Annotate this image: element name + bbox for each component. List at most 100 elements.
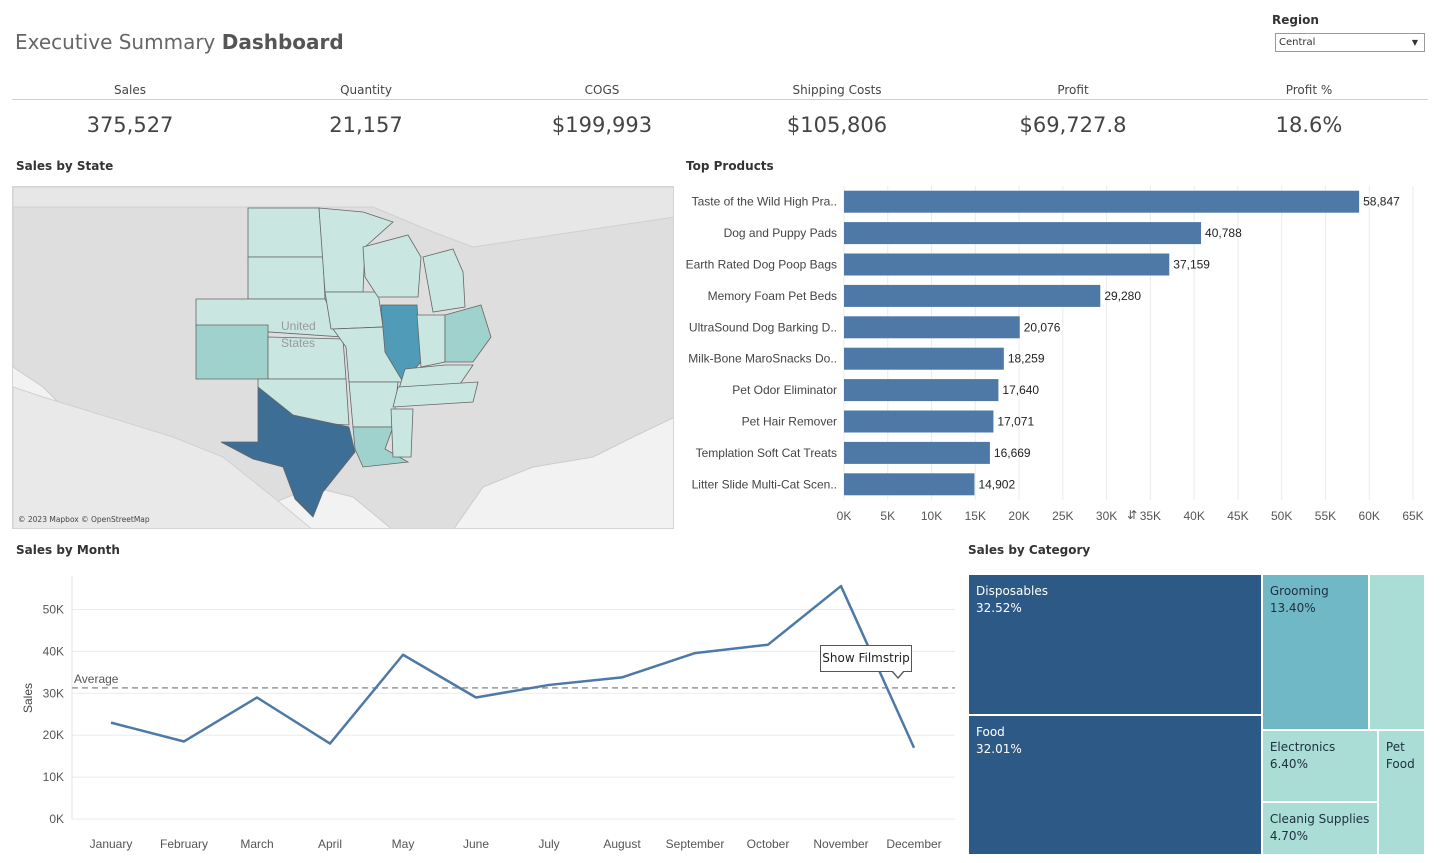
bar[interactable] — [844, 284, 1101, 307]
bar[interactable] — [844, 379, 999, 402]
state-texas[interactable] — [220, 386, 356, 518]
bar[interactable] — [844, 316, 1020, 339]
kpi-value: 375,527 — [86, 113, 174, 137]
treemap-category-name: Disposables — [976, 584, 1048, 598]
sales-by-state-map[interactable]: United States © 2023 Mapbox © OpenStreet… — [12, 186, 674, 529]
state-michigan[interactable] — [422, 248, 466, 313]
tooltip-tail-inner — [892, 670, 904, 677]
kpi-value: $199,993 — [551, 113, 653, 137]
kpi-cogs: COGS $199,993 — [484, 82, 720, 137]
sales-by-category-treemap[interactable]: Disposables 32.52% Food 32.01% Grooming 13.40… — [968, 574, 1425, 855]
title-bold: Dashboard — [221, 30, 344, 54]
bar[interactable] — [844, 441, 990, 464]
treemap-category-percent: 32.01% — [976, 741, 1022, 756]
sort-icon[interactable]: ⇵ — [1127, 508, 1138, 522]
x-tick-label: July — [538, 837, 559, 851]
bar[interactable] — [844, 473, 975, 496]
state-arkansas[interactable] — [348, 381, 399, 428]
map-states-layer[interactable] — [195, 207, 492, 518]
region-selected-value: Central — [1279, 37, 1316, 48]
y-tick-label: 0K — [49, 812, 64, 826]
treemap-tile-cleaning-supplies[interactable]: Cleanig Supplies 4.70% — [1261, 801, 1378, 855]
kpi-value: 18.6% — [1275, 113, 1343, 137]
x-tick-label: 0K — [837, 509, 852, 523]
treemap-tile-grooming[interactable]: Grooming 13.40% — [1261, 574, 1369, 730]
kpi-profit: Profit $69,727.8 — [955, 82, 1191, 137]
category-label: Litter Slide Multi-Cat Scen.. — [692, 477, 837, 491]
treemap-tile-electronics[interactable]: Electronics 6.40% — [1261, 729, 1378, 802]
category-label: Taste of the Wild High Pra.. — [692, 195, 837, 209]
x-tick-label: 65K — [1402, 509, 1423, 523]
show-filmstrip-tooltip[interactable]: Show Filmstrip — [820, 645, 912, 672]
category-label: Dog and Puppy Pads — [724, 226, 837, 240]
chevron-down-icon[interactable]: ▼ — [1411, 38, 1419, 47]
y-tick-label: 50K — [43, 603, 64, 617]
x-tick-label: June — [463, 837, 489, 851]
state-wisconsin[interactable] — [362, 234, 422, 298]
state-north-dakota[interactable] — [247, 207, 324, 258]
treemap-tile-food[interactable]: Food 32.01% — [968, 714, 1262, 855]
y-tick-label: 40K — [43, 644, 64, 658]
kpi-label: Sales — [114, 83, 146, 97]
x-tick-label: 5K — [880, 509, 895, 523]
bar-value-label: 18,259 — [1008, 352, 1045, 366]
kpi-shipping-costs: Shipping Costs $105,806 — [719, 82, 955, 137]
kpi-label: COGS — [584, 83, 620, 97]
x-tick-label: 30K — [1096, 509, 1117, 523]
map-title: Sales by State — [16, 159, 114, 173]
state-ohio[interactable] — [444, 304, 492, 363]
state-tennessee[interactable] — [392, 381, 479, 408]
treemap-category-name: Electronics — [1269, 739, 1336, 754]
category-label: Pet Odor Eliminator — [732, 383, 837, 397]
category-label: Templation Soft Cat Treats — [696, 446, 837, 460]
bar[interactable] — [844, 347, 1004, 370]
treemap-category-percent: 32.52% — [976, 601, 1022, 615]
map-canvas[interactable]: United States — [13, 187, 674, 529]
bar-value-label: 29,280 — [1104, 289, 1141, 303]
x-tick-label: 35K — [1140, 509, 1161, 523]
x-tick-label: 50K — [1271, 509, 1292, 523]
treemap-category-percent: 13.40% — [1269, 601, 1316, 615]
average-label: Average — [74, 672, 119, 686]
bar[interactable] — [844, 190, 1360, 213]
map-mexico — [13, 386, 312, 528]
bar[interactable] — [844, 253, 1170, 276]
treemap-category-name: Pet Food — [1385, 739, 1415, 771]
state-colorado[interactable] — [195, 324, 269, 380]
state-south-dakota[interactable] — [247, 256, 326, 300]
bar-value-label: 40,788 — [1205, 226, 1242, 240]
x-tick-label: September — [666, 837, 725, 851]
x-tick-label: November — [813, 837, 868, 851]
state-iowa[interactable] — [324, 291, 384, 330]
treemap-category-name: Grooming — [1269, 584, 1329, 598]
treemap-tile-disposables[interactable]: Disposables 32.52% — [968, 574, 1262, 715]
x-tick-label: May — [392, 837, 415, 851]
region-dropdown[interactable]: Central ▼ — [1275, 33, 1425, 52]
category-label: Milk-Bone MaroSnacks Do.. — [688, 352, 837, 366]
bar-value-label: 58,847 — [1363, 195, 1400, 209]
kpi-sales: Sales 375,527 — [12, 82, 248, 137]
kpi-label: Profit — [1057, 83, 1089, 97]
x-tick-label: April — [318, 837, 342, 851]
state-mississippi[interactable] — [390, 408, 414, 458]
kpi-profit-percent: Profit % 18.6% — [1191, 82, 1427, 137]
map-canada — [13, 187, 673, 248]
bar[interactable] — [844, 410, 994, 433]
x-tick-label: 25K — [1052, 509, 1073, 523]
treemap-tile-other[interactable] — [1368, 574, 1425, 730]
map-attribution: © 2023 Mapbox © OpenStreetMap — [18, 515, 150, 524]
bar-value-label: 17,640 — [1002, 383, 1039, 397]
sales-line[interactable] — [110, 584, 916, 749]
treemap-category-percent: 6.40% — [1269, 756, 1308, 771]
top-products-chart[interactable]: 0K 5K 10K 15K 20K 25K 30K 35K 40K 45K 50K 55K 60K 65K… — [676, 184, 1430, 529]
bar[interactable] — [844, 222, 1202, 245]
state-indiana[interactable] — [416, 314, 446, 368]
x-tick-label: 10K — [921, 509, 942, 523]
category-label: Memory Foam Pet Beds — [708, 289, 837, 303]
treemap-tile-pet-food[interactable]: Pet Food — [1377, 729, 1425, 855]
kpi-label: Shipping Costs — [792, 83, 882, 97]
kpi-label: Profit % — [1285, 83, 1333, 97]
sales-by-month-chart[interactable]: Sales 0K 10K 20K 30K 40K 50K January February Mar… — [12, 566, 962, 863]
bar-value-label: 20,076 — [1024, 320, 1061, 334]
kpi-value: $105,806 — [786, 113, 888, 137]
